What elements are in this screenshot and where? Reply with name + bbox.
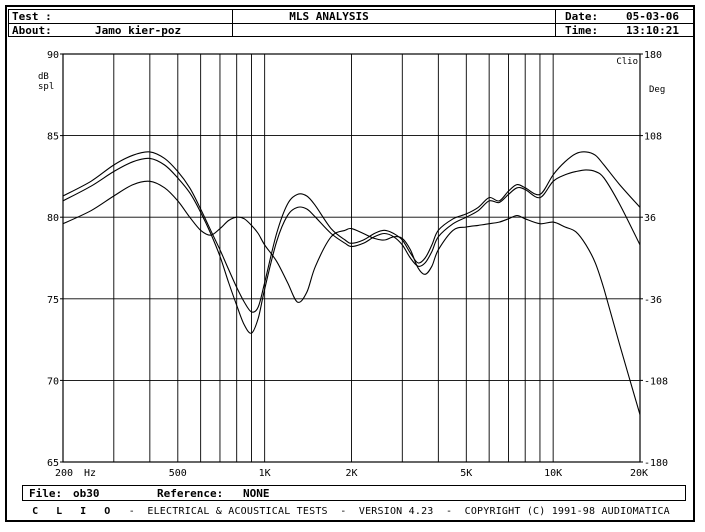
- date-label: Date:: [565, 10, 599, 23]
- x-tick-label: 2K: [345, 468, 357, 479]
- x-unit-label: Hz: [84, 468, 96, 479]
- credits-bar: C L I O - ELECTRICAL & ACOUSTICAL TESTS …: [8, 506, 694, 520]
- y-tick-label: 80: [47, 213, 59, 224]
- chart-grid: [60, 53, 643, 463]
- y-right-axis-label: Deg: [649, 85, 665, 95]
- date-value: 05-03-06: [626, 10, 679, 23]
- y-axis-label: spl: [38, 82, 54, 92]
- header-divider-left: [232, 10, 233, 36]
- series-line-3: [62, 180, 641, 415]
- y-tick-label: 85: [47, 132, 59, 143]
- file-label: File:: [29, 487, 63, 500]
- file-value: ob30: [73, 487, 100, 500]
- x-tick-label: 200: [55, 468, 73, 479]
- reference-value: NONE: [243, 487, 270, 500]
- series-line-1: [62, 151, 641, 313]
- reference-label: Reference:: [157, 487, 224, 500]
- x-tick-label: 10K: [544, 468, 562, 479]
- file-bar: File: ob30 Reference: NONE: [22, 485, 686, 501]
- report-header: Test : About: Jamo kier-poz MLS ANALYSIS…: [8, 9, 694, 37]
- y-right-tick-label: 108: [644, 132, 662, 143]
- brand-name: C L I O: [32, 506, 117, 517]
- header-divider: [9, 23, 693, 24]
- test-label: Test :: [12, 10, 52, 23]
- page-title: MLS ANALYSIS: [289, 10, 369, 23]
- chart-series: [62, 151, 641, 415]
- y-right-tick-label: 180: [644, 50, 662, 61]
- time-label: Time:: [565, 24, 599, 37]
- about-label: About:: [12, 24, 52, 37]
- y-tick-label: 75: [47, 295, 59, 306]
- report-frame: [5, 5, 695, 522]
- y-right-tick-label: -36: [644, 295, 662, 306]
- y-tick-label: 70: [47, 376, 59, 387]
- x-tick-label: 500: [169, 468, 187, 479]
- x-tick-label: 1K: [259, 468, 271, 479]
- x-tick-label: 5K: [460, 468, 472, 479]
- x-tick-label: 20K: [630, 468, 648, 479]
- credits-text: - ELECTRICAL & ACOUSTICAL TESTS - VERSIO…: [128, 506, 670, 517]
- about-value: Jamo kier-poz: [95, 24, 182, 37]
- y-right-tick-label: -108: [644, 376, 668, 387]
- y-tick-label: 65: [47, 458, 59, 469]
- corner-label: Clio: [616, 57, 638, 67]
- header-divider-right: [555, 10, 556, 36]
- time-value: 13:10:21: [626, 24, 679, 37]
- series-line-2: [62, 157, 641, 334]
- y-right-tick-label: 36: [644, 213, 656, 224]
- chart-labels: 65 70 75 80 85 90 -180 -108 -36 36 108 180 200 500 1K 2…: [38, 50, 668, 479]
- y-right-tick-label: -180: [644, 458, 668, 469]
- y-axis-label: dB: [38, 72, 49, 82]
- y-tick-label: 90: [47, 50, 59, 61]
